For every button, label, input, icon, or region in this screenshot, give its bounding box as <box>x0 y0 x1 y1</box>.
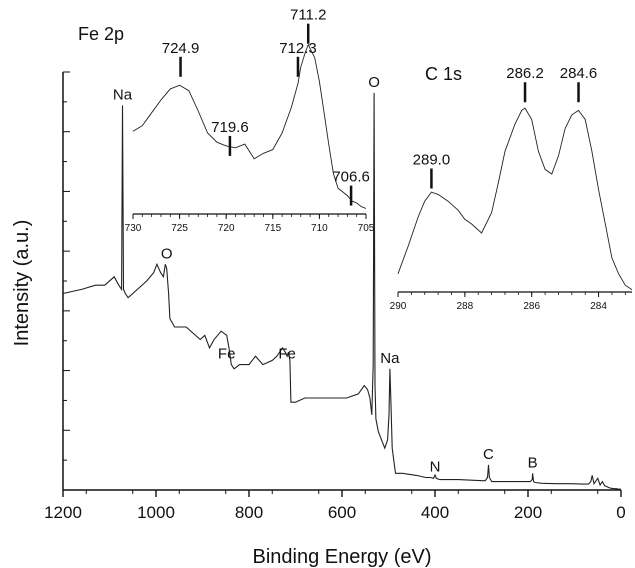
fe2p-peak-label: 719.6 <box>211 119 249 136</box>
fe2p-x-tick-label: 715 <box>264 223 281 234</box>
main-peak-label: Na <box>113 86 133 103</box>
fe2p-x-axis: 730 725 720 715 710 705 <box>125 213 375 234</box>
fe2p-peak-label: 724.9 <box>162 40 200 57</box>
main-annotations: Na O Fe Fe O Na N C B <box>113 74 538 476</box>
main-x-tick-label: 1000 <box>137 503 175 522</box>
c1s-peak-label: 284.6 <box>560 65 598 82</box>
main-y-axis <box>62 71 70 491</box>
fe2p-peak-label: 711.2 <box>290 7 326 24</box>
main-peak-label: N <box>430 458 441 475</box>
fe2p-annotations: 724.9 719.6 712.3 711.2 706.6 <box>162 7 370 206</box>
main-peak-label: B <box>528 454 538 471</box>
fe2p-x-tick-label: 705 <box>358 223 375 234</box>
main-x-tick-label: 800 <box>235 503 263 522</box>
fe2p-peak-label: 706.6 <box>332 169 370 186</box>
c1s-peak-label: 286.2 <box>506 65 544 82</box>
main-y-axis-label: Intensity (a.u.) <box>11 220 33 347</box>
fe2p-inset-title: Fe 2p <box>78 24 124 44</box>
fe2p-x-tick-label: 710 <box>311 223 328 234</box>
main-x-tick-label: 200 <box>514 503 542 522</box>
main-peak-label: Na <box>380 350 400 367</box>
main-series-line <box>62 92 621 490</box>
fe2p-inset: Fe 2p 730 725 720 715 710 705 724.9 719.6 712.3… <box>78 7 375 234</box>
main-peak-label: O <box>161 245 173 262</box>
main-x-tick-label: 400 <box>421 503 449 522</box>
fe2p-x-tick-label: 730 <box>125 223 142 234</box>
main-peak-label: Fe <box>218 346 236 363</box>
fe2p-series-line <box>132 43 367 209</box>
c1s-peak-label: 289.0 <box>413 152 451 169</box>
c1s-x-tick-label: 288 <box>457 301 474 312</box>
main-x-axis-label: Binding Energy (eV) <box>253 546 432 568</box>
fe2p-x-tick-label: 720 <box>218 223 235 234</box>
c1s-x-tick-label: 286 <box>523 301 540 312</box>
main-peak-label: Fe <box>278 346 296 363</box>
c1s-annotations: 289.0 286.2 284.6 <box>413 65 598 189</box>
c1s-inset: C 1s 290 288 286 284 289.0 286.2 284.6 <box>390 64 633 312</box>
main-x-tick-label: 0 <box>616 503 625 522</box>
main-x-axis: 1200 1000 800 600 400 200 0 <box>44 489 626 522</box>
main-plot: 1200 1000 800 600 400 200 0 Na O Fe Fe O Na N C B Bind… <box>11 71 626 568</box>
c1s-x-tick-label: 284 <box>590 301 607 312</box>
main-peak-label: O <box>368 74 380 91</box>
c1s-series-line <box>397 107 633 291</box>
c1s-x-axis: 290 288 286 284 <box>390 291 632 312</box>
main-x-tick-label: 600 <box>328 503 356 522</box>
main-peak-label: C <box>483 446 494 463</box>
fe2p-x-tick-label: 725 <box>171 223 188 234</box>
main-x-tick-label: 1200 <box>44 503 82 522</box>
c1s-x-tick-label: 290 <box>390 301 407 312</box>
c1s-inset-title: C 1s <box>425 64 462 84</box>
fe2p-peak-label: 712.3 <box>279 40 317 57</box>
